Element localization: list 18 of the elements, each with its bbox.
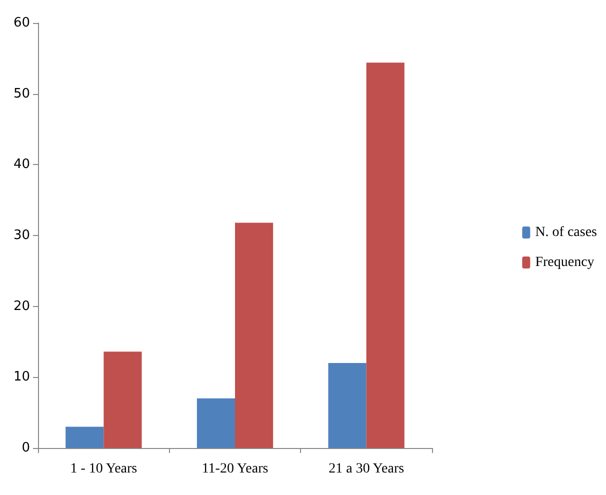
legend-label: Frequency [535,255,594,270]
y-tick-label: 0 [22,440,30,456]
x-tick-label: 21 a 30 Years [328,462,404,476]
bar [328,363,366,448]
y-tick-label: 30 [13,228,30,243]
bar [104,352,142,448]
y-tick-label: 50 [13,86,30,102]
bar [66,426,104,448]
x-tick-label: 11-20 Years [202,462,268,476]
bar [235,222,274,448]
y-tick-label: 10 [13,370,30,385]
bar [196,398,235,448]
y-tick-label: 40 [13,157,30,172]
legend-label: N. of cases [535,225,597,240]
bar [366,62,404,448]
y-tick-label: 60 [13,16,30,30]
y-tick-label: 20 [13,298,30,314]
x-tick-label: 1 - 10 Years [70,462,138,476]
